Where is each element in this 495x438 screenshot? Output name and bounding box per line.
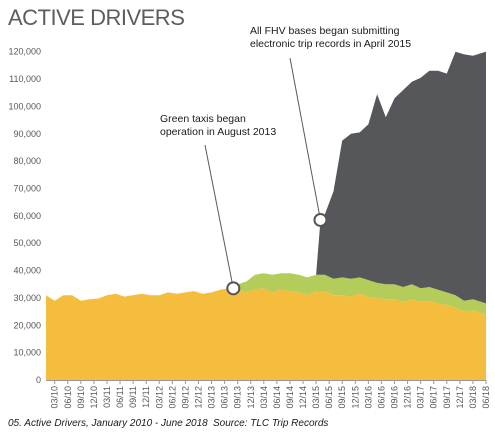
y-tick-label: 70,000 [13, 183, 41, 193]
x-tick-label: 06/11 [115, 386, 125, 408]
x-tick-label: 06/13 [220, 386, 230, 409]
chart-axes: 0 10,000 20,000 30,000 40,000 50,000 60,000 70,… [8, 47, 491, 409]
y-tick-label: 10,000 [13, 348, 41, 358]
x-tick-label: 12/12 [193, 386, 203, 409]
area-layers [46, 51, 486, 380]
x-tick-label: 06/10 [63, 386, 73, 409]
y-tick-label: 20,000 [13, 320, 41, 330]
y-tick-label: 60,000 [13, 211, 41, 221]
x-tick-label: 12/16 [403, 386, 413, 409]
x-tick-label: 12/17 [455, 386, 465, 409]
x-tick-label: 09/11 [128, 386, 138, 408]
x-tick-label: 06/12 [167, 386, 177, 409]
x-tick-label: 12/13 [246, 386, 256, 409]
x-tick-label: 09/17 [442, 386, 452, 409]
x-tick-label: 03/14 [259, 386, 269, 409]
x-tick-label: 03/18 [468, 386, 478, 409]
annotation-text: electronic trip records in April 2015 [250, 38, 411, 50]
annotation-marker [313, 212, 328, 227]
y-tick-label: 50,000 [13, 238, 41, 248]
x-tick-label: 09/15 [337, 386, 347, 409]
x-tick-label: 12/14 [298, 386, 308, 409]
y-tick-label: 90,000 [13, 129, 41, 139]
x-tick-label: 06/15 [324, 386, 334, 409]
x-tick-label: 03/16 [363, 386, 373, 409]
y-tick-label: 40,000 [13, 266, 41, 276]
area-yellow [46, 288, 486, 380]
x-tick-label: 09/12 [180, 386, 190, 409]
x-tick-label: 09/13 [233, 386, 243, 409]
chart-title: ACTIVE DRIVERS [8, 5, 185, 30]
annotation-leader [204, 144, 234, 289]
annotation-marker [226, 281, 241, 296]
x-tick-label: 12/10 [89, 386, 99, 409]
x-tick-label: 03/12 [154, 386, 164, 409]
x-tick-label: 06/18 [481, 386, 491, 409]
y-tick-label: 30,000 [13, 293, 41, 303]
x-tick-label: 03/10 [50, 386, 60, 409]
annotation-leader [289, 57, 321, 221]
x-tick-label: 03/13 [207, 386, 217, 409]
area-fhv [316, 51, 486, 304]
annotation-text: operation in August 2013 [160, 126, 276, 138]
x-tick-label: 03/17 [416, 386, 426, 409]
x-tick-label: 09/14 [285, 386, 295, 409]
figure-caption: 05. Active Drivers, January 2010 - June … [8, 418, 208, 429]
y-tick-label: 120,000 [8, 47, 41, 57]
source-note: Source: TLC Trip Records [213, 418, 329, 429]
y-tick-label: 100,000 [8, 101, 41, 111]
x-tick-label: 06/16 [376, 386, 386, 409]
x-tick-label: 09/10 [76, 386, 86, 409]
y-tick-label: 110,000 [9, 74, 41, 84]
annotation-text: All FHV bases began submitting [250, 25, 400, 37]
x-tick-label: 03/11 [102, 386, 112, 408]
area-green [233, 273, 486, 315]
y-tick-label: 80,000 [13, 156, 41, 166]
x-tick-label: 06/14 [272, 386, 282, 409]
x-tick-label: 09/16 [390, 386, 400, 409]
y-tick-label: 0 [36, 375, 41, 385]
x-tick-label: 06/17 [429, 386, 439, 409]
x-tick-label: 12/15 [350, 386, 360, 409]
x-tick-label: 03/15 [311, 386, 321, 409]
annotation-text: Green taxis began [160, 113, 246, 125]
x-tick-label: 12/11 [141, 386, 151, 408]
